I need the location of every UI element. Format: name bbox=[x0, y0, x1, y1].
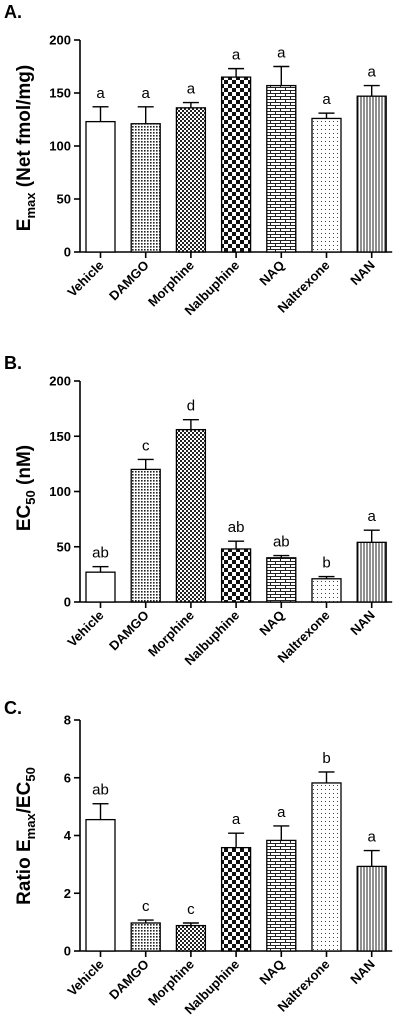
bar-b-2 bbox=[175, 428, 207, 603]
bar-a-3 bbox=[220, 76, 252, 253]
bar-c-1 bbox=[130, 922, 161, 952]
significance-label-b-0: ab bbox=[92, 545, 109, 562]
y-axis-label-b-main: EC bbox=[14, 504, 35, 531]
y-tick-label-a-1: 50 bbox=[57, 192, 71, 207]
y-tick-label-c-0: 0 bbox=[64, 944, 71, 959]
panel-a: A. Emax (Net fmol/mg) 0 50 100 150 200 a Vehic… bbox=[4, 2, 393, 318]
bar-b-0 bbox=[85, 571, 116, 603]
category-label-c-1: DAMGO bbox=[106, 957, 152, 1003]
panel-letter-c: C. bbox=[4, 698, 22, 718]
y-axis-label-c-rest: /EC bbox=[14, 781, 35, 813]
significance-label-b-1: c bbox=[142, 437, 150, 454]
category-label-b-4: NAQ bbox=[256, 608, 287, 639]
category-label-a-4: NAQ bbox=[256, 258, 287, 289]
y-tick-label-b-2: 100 bbox=[49, 484, 71, 499]
y-tick-label-b-3: 150 bbox=[49, 429, 71, 444]
significance-label-b-6: a bbox=[368, 508, 377, 525]
bar-b-4 bbox=[266, 557, 297, 603]
category-label-c-6: NAN bbox=[347, 957, 378, 988]
significance-label-a-1: a bbox=[142, 85, 151, 102]
y-axis-label-c-sub: max bbox=[23, 813, 38, 840]
bar-c-6 bbox=[356, 865, 387, 952]
significance-label-a-2: a bbox=[187, 81, 196, 98]
panel-c: C. Ratio Emax/EC50 02468abVehiclecDAMGOc… bbox=[4, 698, 393, 1017]
bar-b-3 bbox=[220, 548, 252, 603]
y-tick-label-c-4: 8 bbox=[64, 713, 71, 728]
category-label-a-6: NAN bbox=[347, 258, 378, 289]
bar-b-5 bbox=[311, 578, 342, 603]
significance-label-c-6: a bbox=[368, 829, 377, 846]
y-axis-label-c-main: Ratio E bbox=[14, 839, 35, 904]
y-tick-label-a-0: 0 bbox=[64, 245, 71, 260]
category-label-b-6: NAN bbox=[347, 608, 378, 639]
y-axis-label-b: EC50 (nM) bbox=[14, 445, 38, 531]
plot-area-b: 050100150200abVehiclecDAMGOdMorphineabNa… bbox=[49, 374, 393, 668]
panel-letter-a: A. bbox=[4, 2, 22, 22]
bar-a-5 bbox=[311, 117, 342, 253]
category-label-b-0: Vehicle bbox=[64, 608, 106, 650]
category-label-c-0: Vehicle bbox=[64, 957, 106, 999]
significance-label-a-4: a bbox=[277, 45, 286, 62]
y-axis-label-b-sub: 50 bbox=[23, 490, 38, 504]
significance-label-c-4: a bbox=[277, 804, 286, 821]
bar-a-4 bbox=[266, 84, 297, 253]
category-label-c-4: NAQ bbox=[256, 957, 287, 988]
y-axis-label-a: Emax (Net fmol/mg) bbox=[14, 65, 38, 231]
y-axis-label-c-sub2: 50 bbox=[23, 767, 38, 781]
category-label-a-0: Vehicle bbox=[64, 258, 106, 300]
y-tick-label-a-4: 200 bbox=[49, 33, 71, 48]
significance-label-c-3: a bbox=[232, 811, 241, 828]
y-tick-label-b-1: 50 bbox=[57, 539, 71, 554]
y-tick-label-a-3: 150 bbox=[49, 86, 71, 101]
bar-c-5 bbox=[311, 782, 342, 952]
significance-label-b-3: ab bbox=[228, 519, 245, 536]
y-tick-label-c-1: 2 bbox=[64, 886, 71, 901]
category-label-a-1: DAMGO bbox=[106, 258, 152, 304]
significance-label-c-2: c bbox=[187, 901, 195, 918]
y-tick-label-b-0: 0 bbox=[64, 595, 71, 610]
y-axis-label-a-rest: (Net fmol/mg) bbox=[14, 65, 35, 193]
significance-label-c-0: ab bbox=[92, 782, 109, 799]
bar-c-4 bbox=[266, 839, 297, 952]
significance-label-c-1: c bbox=[142, 898, 150, 915]
plot-area-c: 02468abVehiclecDAMGOcMorphineaNalbuphine… bbox=[64, 713, 393, 1017]
plot-area-a: 050100150200aVehicleaDAMGOaMorphineaNalb… bbox=[49, 33, 393, 318]
panel-letter-b: B. bbox=[4, 353, 22, 373]
y-tick-label-c-2: 4 bbox=[64, 828, 72, 843]
bar-b-6 bbox=[356, 541, 387, 603]
bar-c-2 bbox=[175, 924, 207, 952]
y-tick-label-b-4: 200 bbox=[49, 374, 71, 389]
y-axis-label-a-sub: max bbox=[23, 192, 38, 219]
bar-a-1 bbox=[130, 123, 161, 253]
significance-label-a-0: a bbox=[96, 85, 105, 102]
significance-label-b-4: ab bbox=[273, 534, 290, 551]
y-axis-label-a-main: E bbox=[14, 219, 35, 232]
bar-a-0 bbox=[85, 120, 116, 253]
bar-a-2 bbox=[175, 107, 207, 253]
y-tick-label-c-3: 6 bbox=[64, 770, 71, 785]
panel-b: B. EC50 (nM) 050100150200abVehiclecDAMGO… bbox=[4, 353, 393, 668]
y-axis-label-b-rest: (nM) bbox=[14, 445, 35, 490]
bar-a-6 bbox=[356, 95, 387, 253]
significance-label-c-5: b bbox=[322, 750, 330, 767]
significance-label-a-3: a bbox=[232, 47, 241, 64]
bar-c-0 bbox=[85, 818, 116, 952]
bar-b-1 bbox=[130, 468, 161, 603]
significance-label-b-5: b bbox=[322, 555, 330, 572]
y-axis-label-c: Ratio Emax/EC50 bbox=[14, 767, 38, 905]
significance-label-a-6: a bbox=[368, 64, 377, 81]
significance-label-b-2: d bbox=[187, 398, 195, 415]
significance-label-a-5: a bbox=[322, 91, 331, 108]
category-label-b-1: DAMGO bbox=[106, 608, 152, 654]
y-tick-label-a-2: 100 bbox=[49, 139, 71, 154]
bar-c-3 bbox=[220, 846, 252, 952]
